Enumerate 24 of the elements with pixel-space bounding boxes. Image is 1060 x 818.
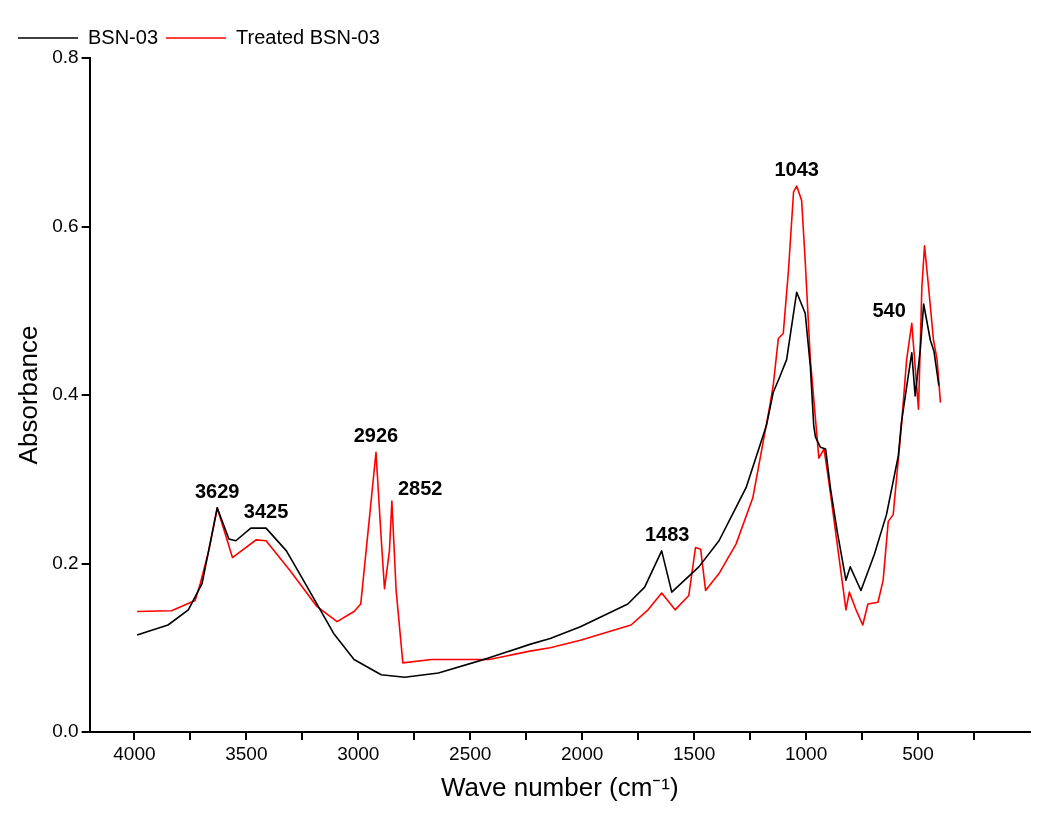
annotation: 2926 <box>353 424 399 447</box>
annotation: 1043 <box>774 158 819 181</box>
annotation: 2852 <box>397 477 443 500</box>
annotation: 1483 <box>645 523 690 546</box>
y-tick-label: 0.6 <box>52 214 79 236</box>
x-tick-label: 3000 <box>337 742 380 764</box>
x-tick-label: 3500 <box>225 742 268 764</box>
y-tick-label: 0.2 <box>52 551 79 573</box>
x-tick-label: 2000 <box>561 742 604 764</box>
y-tick-label: 0.0 <box>52 720 79 742</box>
x-tick-label: 1500 <box>673 742 716 764</box>
x-tick-label: 1000 <box>784 742 828 764</box>
x-tick-label: 2500 <box>449 742 492 764</box>
y-tick-label: 0.8 <box>52 46 79 68</box>
annotation: 3629 <box>194 479 240 502</box>
y-axis-title: Absorbance <box>12 325 43 465</box>
x-tick-label: 4000 <box>113 742 156 764</box>
legend-label: BSN-03 <box>88 25 159 48</box>
legend-label: Treated BSN-03 <box>236 25 380 48</box>
x-tick-label: 500 <box>902 742 934 764</box>
x-axis-title: Wave number (cm⁻¹) <box>440 771 679 802</box>
annotation: 540 <box>872 299 906 322</box>
y-tick-label: 0.4 <box>52 383 80 405</box>
annotation: 3425 <box>243 500 289 523</box>
